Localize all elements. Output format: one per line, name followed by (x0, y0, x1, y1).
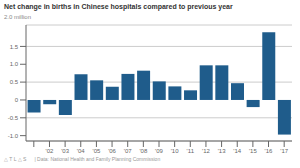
svg-text:'10: '10 (171, 148, 179, 154)
html-text:2.0 million: 2.0 million (4, 14, 31, 20)
svg-text:'02: '02 (46, 148, 54, 154)
html-text:Net change in births in Chines: Net change in births in Chinese hospital… (4, 3, 233, 10)
svg-text:0.5: 0.5 (10, 79, 19, 85)
svg-text:'08: '08 (139, 148, 147, 154)
svg-text:0: 0 (15, 97, 19, 103)
svg-text:'03: '03 (61, 148, 69, 154)
svg-text:'11: '11 (187, 148, 195, 154)
html-text:| Data: National Health and Fa: | Data: National Health and Family Plann… (34, 156, 161, 162)
html-text:△ T L △ S: △ T L △ S (4, 156, 27, 162)
svg-text:'16: '16 (265, 148, 273, 154)
svg-text:-1.0: -1.0 (8, 133, 19, 139)
svg-text:'09: '09 (155, 148, 163, 154)
svg-text:'15: '15 (249, 148, 257, 154)
svg-text:'05: '05 (92, 148, 100, 154)
svg-text:1.5: 1.5 (10, 44, 19, 50)
svg-text:'04: '04 (77, 148, 85, 154)
svg-text:'07: '07 (124, 148, 132, 154)
svg-text:'12: '12 (202, 148, 210, 154)
svg-text:-0.5: -0.5 (8, 115, 19, 121)
svg-text:'13: '13 (218, 148, 226, 154)
svg-text:'14: '14 (233, 148, 241, 154)
svg-text:1.0: 1.0 (10, 61, 19, 67)
svg-text:'06: '06 (108, 148, 116, 154)
svg-text:'17: '17 (280, 148, 288, 154)
